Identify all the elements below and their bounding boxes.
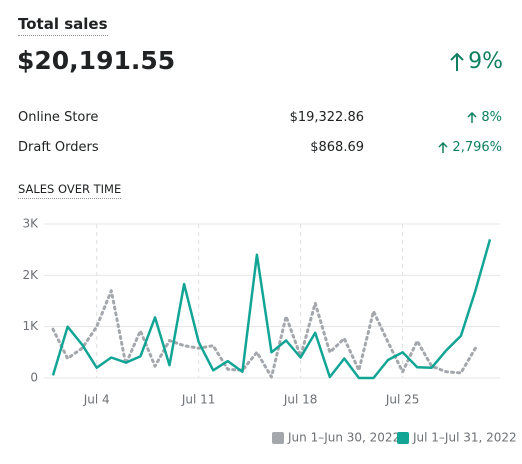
row-amount: $19,322.86 <box>289 110 364 125</box>
y-tick-label: 2K <box>22 268 39 282</box>
y-tick-label: 3K <box>22 217 39 231</box>
series-line <box>51 289 477 379</box>
change-text: 8% <box>481 110 502 125</box>
chart-title[interactable]: SALES OVER TIME <box>18 182 122 199</box>
legend-swatch <box>397 432 409 444</box>
x-tick-label: Jul 25 <box>385 393 420 407</box>
x-tick-label: Jul 11 <box>181 393 216 407</box>
row-label: Draft Orders <box>18 140 99 155</box>
change-text: 2,796% <box>452 140 502 155</box>
legend-swatch <box>272 432 284 444</box>
up-arrow <box>450 52 464 71</box>
y-tick-label: 1K <box>22 319 39 333</box>
x-tick-label: Jul 4 <box>83 393 110 407</box>
change-text: 9% <box>468 49 503 74</box>
total-change: 9% <box>449 49 503 74</box>
legend-label: Jul 1–Jul 31, 2022 <box>412 431 517 445</box>
x-tick-label: Jul 18 <box>283 393 318 407</box>
row-change: 8% <box>467 110 502 125</box>
row-label: Online Store <box>18 110 99 125</box>
up-arrow <box>467 111 477 123</box>
row-amount: $868.69 <box>310 140 364 155</box>
y-tick-label: 0 <box>30 371 38 385</box>
card-title[interactable]: Total sales <box>18 15 108 36</box>
total-sales: $20,191.55 <box>17 46 176 75</box>
chart: 0 1K 2K 3K Jul 4 Jul 11 Jul 18 Jul 25 Jun 1–Jun … <box>22 217 517 445</box>
legend-label: Jun 1–Jun 30, 2022 <box>287 431 400 445</box>
up-arrow <box>438 141 448 153</box>
row-change: 2,796% <box>438 140 502 155</box>
series-line <box>51 239 492 380</box>
